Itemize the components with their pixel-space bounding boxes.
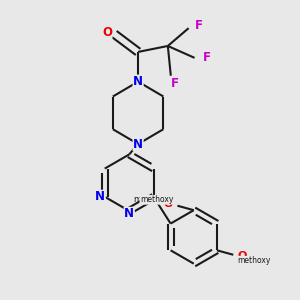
Text: F: F (195, 19, 203, 32)
Text: methoxy: methoxy (140, 195, 173, 204)
Text: O: O (102, 26, 112, 39)
Text: N: N (133, 75, 143, 88)
Text: methoxy: methoxy (237, 256, 271, 265)
Text: N: N (124, 207, 134, 220)
Text: O: O (164, 199, 173, 209)
Text: F: F (202, 51, 211, 64)
Text: N: N (133, 138, 143, 151)
Text: F: F (171, 76, 179, 90)
Text: N: N (95, 190, 105, 203)
Text: O: O (238, 251, 247, 261)
Text: methoxy: methoxy (134, 195, 171, 204)
